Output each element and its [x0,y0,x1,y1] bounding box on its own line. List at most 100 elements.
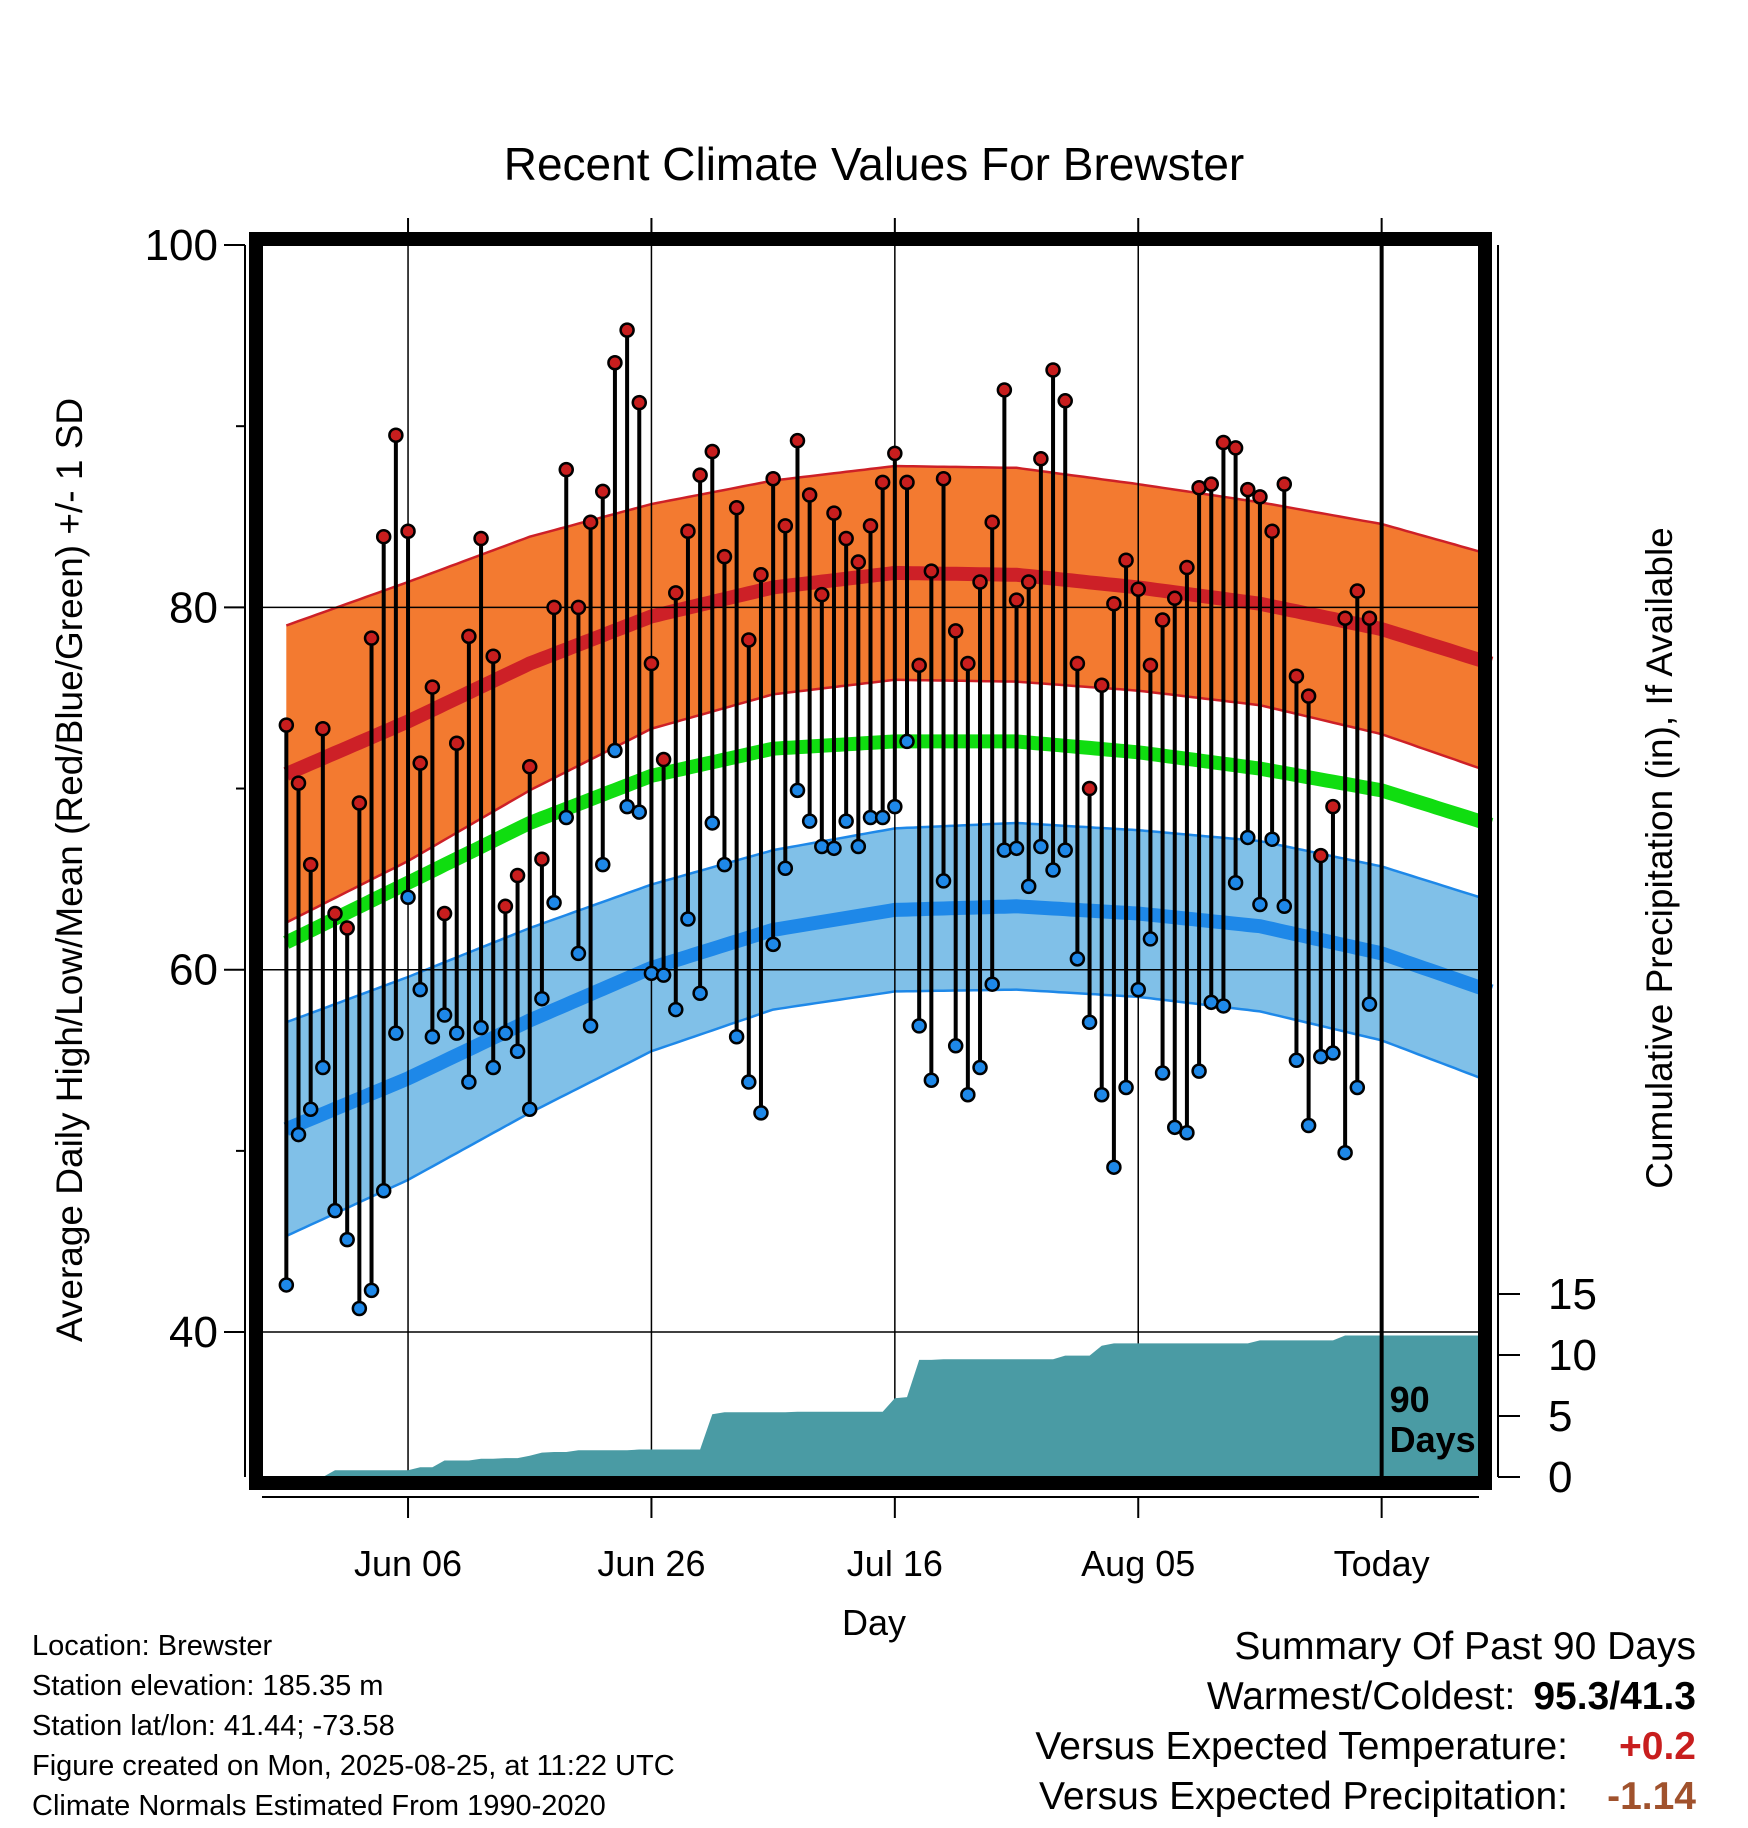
observed-high-point [1081,780,1098,797]
observed-high-point [911,657,927,674]
observed-high-point [1130,581,1146,597]
observed-low-point [814,838,830,855]
observed-high-point [619,322,635,338]
info-elevation: Station elevation: 185.35 m [32,1670,384,1702]
days-window-label-line: Days [1390,1419,1476,1460]
observed-high-point [424,679,441,695]
observed-high-point [582,514,599,530]
observed-low-point [1033,838,1049,855]
observed-high-point [327,905,343,922]
observed-low-point [558,809,574,826]
observed-high-point [1057,393,1073,409]
observed-high-point [874,474,891,491]
observed-high-point [1020,574,1037,590]
observed-high-point [1313,847,1329,864]
observed-high-point [789,432,806,449]
observed-high-point [1179,559,1195,576]
observed-low-point [984,976,1000,992]
observed-low-point [1349,1079,1366,1096]
observed-low-point [546,894,562,911]
observed-high-point [838,530,854,547]
observed-high-point [753,566,769,583]
observed-low-point [777,860,794,876]
observed-high-point [887,445,903,462]
observed-low-point [595,856,611,873]
observed-high-point [1106,595,1122,612]
observed-high-point [1349,583,1366,599]
observed-high-point [497,898,514,915]
observed-high-point [1069,655,1086,672]
right-axis-tick-label: 10 [1548,1331,1597,1380]
plot-border [249,232,1492,1490]
observed-low-point [728,1028,745,1045]
observed-temperatures [278,322,1378,1317]
observed-low-point [1361,996,1378,1012]
observed-low-point [1191,1063,1207,1079]
observed-low-point [1252,896,1268,913]
observed-high-point [728,499,745,516]
observed-high-point [1240,481,1256,498]
location-info: Location: Brewster Station elevation: 18… [32,1626,675,1826]
observed-low-point [388,1025,404,1041]
observed-low-point [716,856,733,873]
observed-low-point [400,889,416,905]
high-normal-band-lower-edge [285,678,1492,924]
observed-high-point [1167,590,1183,607]
observed-low-point [1240,829,1256,846]
observed-high-point [1093,677,1110,694]
observed-high-point [558,461,574,478]
mean-normal-line [283,734,1494,949]
observed-low-point [1276,898,1293,915]
observed-low-point [1118,1079,1134,1096]
right-axis-tick-label: 15 [1548,1270,1597,1319]
observed-low-point [765,936,781,953]
observed-high-point [801,487,818,503]
observed-high-point [485,648,501,665]
observed-high-point [509,867,526,884]
observed-high-point [996,382,1013,398]
observed-high-point [448,735,465,751]
observed-low-point [436,1007,453,1023]
bottom-axis-tick-label: Aug 05 [1081,1543,1195,1584]
observed-low-point [826,840,842,857]
observed-low-point [351,1300,368,1317]
info-created: Figure created on Mon, 2025-08-25, at 11… [32,1750,675,1782]
observed-low-point [850,838,867,855]
bottom-axis: Jun 06 Jun 26 Jul 16 Aug 05 Today [262,218,1479,1584]
observed-high-point [1264,523,1280,540]
observed-low-point [741,1074,757,1090]
observed-high-point [850,554,867,570]
observed-low-point [1337,1144,1353,1161]
observed-low-point [461,1074,477,1090]
observed-high-point [1227,440,1244,456]
observed-high-point [595,483,611,500]
observed-low-point [1093,1086,1110,1103]
observed-low-point [801,813,818,829]
observed-low-point [1045,862,1061,878]
left-axis-tick-label: 60 [169,946,218,995]
observed-low-point [534,990,550,1007]
high-normal-band-upper-edge [285,464,1492,627]
observed-high-point [1215,434,1232,451]
observed-high-point [1033,451,1049,467]
observed-low-point [1325,1045,1341,1061]
observed-low-point [1130,981,1146,998]
observed-high-point [1008,592,1025,608]
observed-high-point [278,717,295,733]
observed-high-point [960,655,976,672]
observed-high-point [1300,688,1317,704]
observed-low-point [302,1101,319,1117]
observed-low-point [692,985,708,1002]
observed-low-point [668,1001,684,1018]
observed-high-point [534,851,550,867]
observed-low-point [1300,1117,1317,1134]
observed-high-point [546,599,562,616]
observed-low-point [375,1182,392,1199]
observed-high-point [1325,798,1341,815]
observed-high-point [1337,610,1353,626]
observed-low-point [643,965,660,982]
observed-low-point [1215,998,1232,1014]
precip-cumulative-area [286,1335,1479,1477]
bottom-axis-tick-label: Jul 16 [847,1543,943,1584]
